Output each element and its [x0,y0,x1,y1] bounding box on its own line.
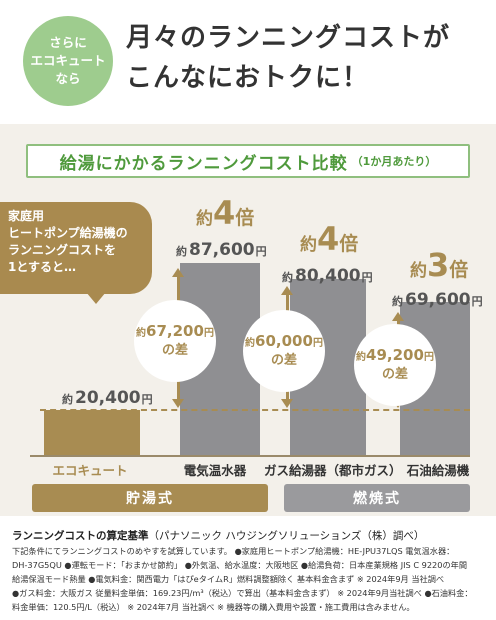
price-prefix: 約 [62,393,73,406]
callout-line1: 家庭用 [8,209,45,223]
footnote-line: DH-37G5QU ●運転モード：「おまかせ節約」 ●外気温、給水温度：大阪地区… [12,560,468,570]
group-combustion-type: 燃焼式 [284,484,470,512]
price-label-gas: 約 80,400 円 [282,266,373,286]
footnote-line: 給湯保温モード熱量 ●電気料金：関西電力「はぴeタイムR」燃料調整額除く 基本料… [12,574,445,584]
arrow-down-icon [281,399,293,408]
bar-ecocute [44,410,140,455]
multiplier-electric: 約4倍 [196,196,254,230]
diff-unit: 円 [423,352,434,363]
eco-cute-badge: さらに エコキュート なら [23,16,113,106]
mult-prefix: 約 [410,261,427,281]
category-label-oil: 石油給湯機 [406,463,470,478]
mult-prefix: 約 [300,235,317,255]
diff-suffix: の差 [161,343,188,358]
mult-value: 4 [213,194,236,232]
diff-prefix: 約 [245,338,256,349]
footnote-line: 下記条件にてランニングコストのめやすを試算しています。 ●家庭用ヒートポンプ給湯… [12,546,455,556]
price-value: 20,400 [75,388,141,408]
mult-value: 4 [317,220,340,258]
arrow-down-icon [172,399,184,408]
diff-value: 67,200 [146,322,204,340]
footnote-title: ランニングコストの算定基準（パナソニック ハウジングソリューションズ（株）調べ） [12,528,424,543]
price-value: 80,400 [295,266,361,286]
footnote-line: ●ガス料金：大阪ガス 従量料金単価：169.23円/m³（税込）で算出（基本料金… [12,588,473,598]
diff-circle-gas: 約60,000円 の差 [243,310,325,392]
category-label-gas: ガス給湯器（都市ガス） [264,463,402,478]
price-label-ecocute: 約 20,400 円 [62,388,153,408]
category-label-electric: 電気温水器 [183,463,247,478]
chart-title: 給湯にかかるランニングコスト比較 [59,153,348,174]
price-prefix: 約 [392,295,403,308]
category-label-ecocute: エコキュート [52,463,128,478]
diff-circle-oil: 約49,200円 の差 [354,324,436,406]
badge-line2: エコキュート [30,53,106,68]
diff-suffix: の差 [381,367,408,382]
footnote-title-main: ランニングコストの算定基準 [12,530,149,542]
headline-line2: こんなにおトクに！ [126,63,370,93]
multiplier-oil: 約3倍 [410,248,468,282]
callout-line2: ヒートポンプ給湯機の [8,226,128,240]
diff-value: 49,200 [366,346,424,364]
chart-baseline [30,455,470,457]
diff-suffix: の差 [270,353,297,368]
mult-unit: 倍 [339,233,359,255]
price-unit: 円 [255,245,267,258]
arrow-up-icon [281,286,293,295]
diff-prefix: 約 [136,328,147,339]
headline-line1: 月々のランニングコストが [126,23,451,53]
price-unit: 円 [361,271,373,284]
badge-line3: なら [55,71,81,86]
price-label-oil: 約 69,600 円 [392,290,483,310]
footnote-title-note: （パナソニック ハウジングソリューションズ（株）調べ） [148,530,425,542]
page-headline: 月々のランニングコストが こんなにおトクに！ [126,18,450,98]
callout-line4: 1とすると… [8,260,76,274]
price-value: 69,600 [405,290,471,310]
mult-unit: 倍 [235,207,255,229]
diff-unit: 円 [203,328,214,339]
chart-subtitle: （1か月あたり） [351,155,437,168]
diff-unit: 円 [312,338,323,349]
price-unit: 円 [141,393,153,406]
chart-title-box: 給湯にかかるランニングコスト比較 （1か月あたり） [26,144,470,178]
diff-prefix: 約 [356,352,367,363]
price-unit: 円 [471,295,483,308]
baseline-callout: 家庭用 ヒートポンプ給湯機の ランニングコストを 1とすると… [0,202,152,294]
callout-tail [86,292,106,304]
arrow-up-icon [392,312,404,321]
price-value: 87,600 [189,240,255,260]
arrow-up-icon [172,268,184,277]
diff-value: 60,000 [255,332,313,350]
mult-value: 3 [427,246,450,284]
price-label-electric: 約 87,600 円 [176,240,267,260]
callout-line3: ランニングコストを [8,243,117,257]
baseline-reference-line [40,409,470,411]
price-prefix: 約 [176,245,187,258]
footnote-line: 料金単価：120.5円/L（税込） ※ 2024年7月 当社調べ ※ 機器等の購… [12,602,415,612]
price-prefix: 約 [282,271,293,284]
mult-prefix: 約 [196,209,213,229]
mult-unit: 倍 [449,259,469,281]
multiplier-gas: 約4倍 [300,222,358,256]
group-storage-type: 貯湯式 [32,484,268,512]
diff-circle-electric: 約67,200円 の差 [134,300,216,382]
badge-line1: さらに [49,35,87,50]
footnote-body: 下記条件にてランニングコストのめやすを試算しています。 ●家庭用ヒートポンプ給湯… [12,544,488,614]
